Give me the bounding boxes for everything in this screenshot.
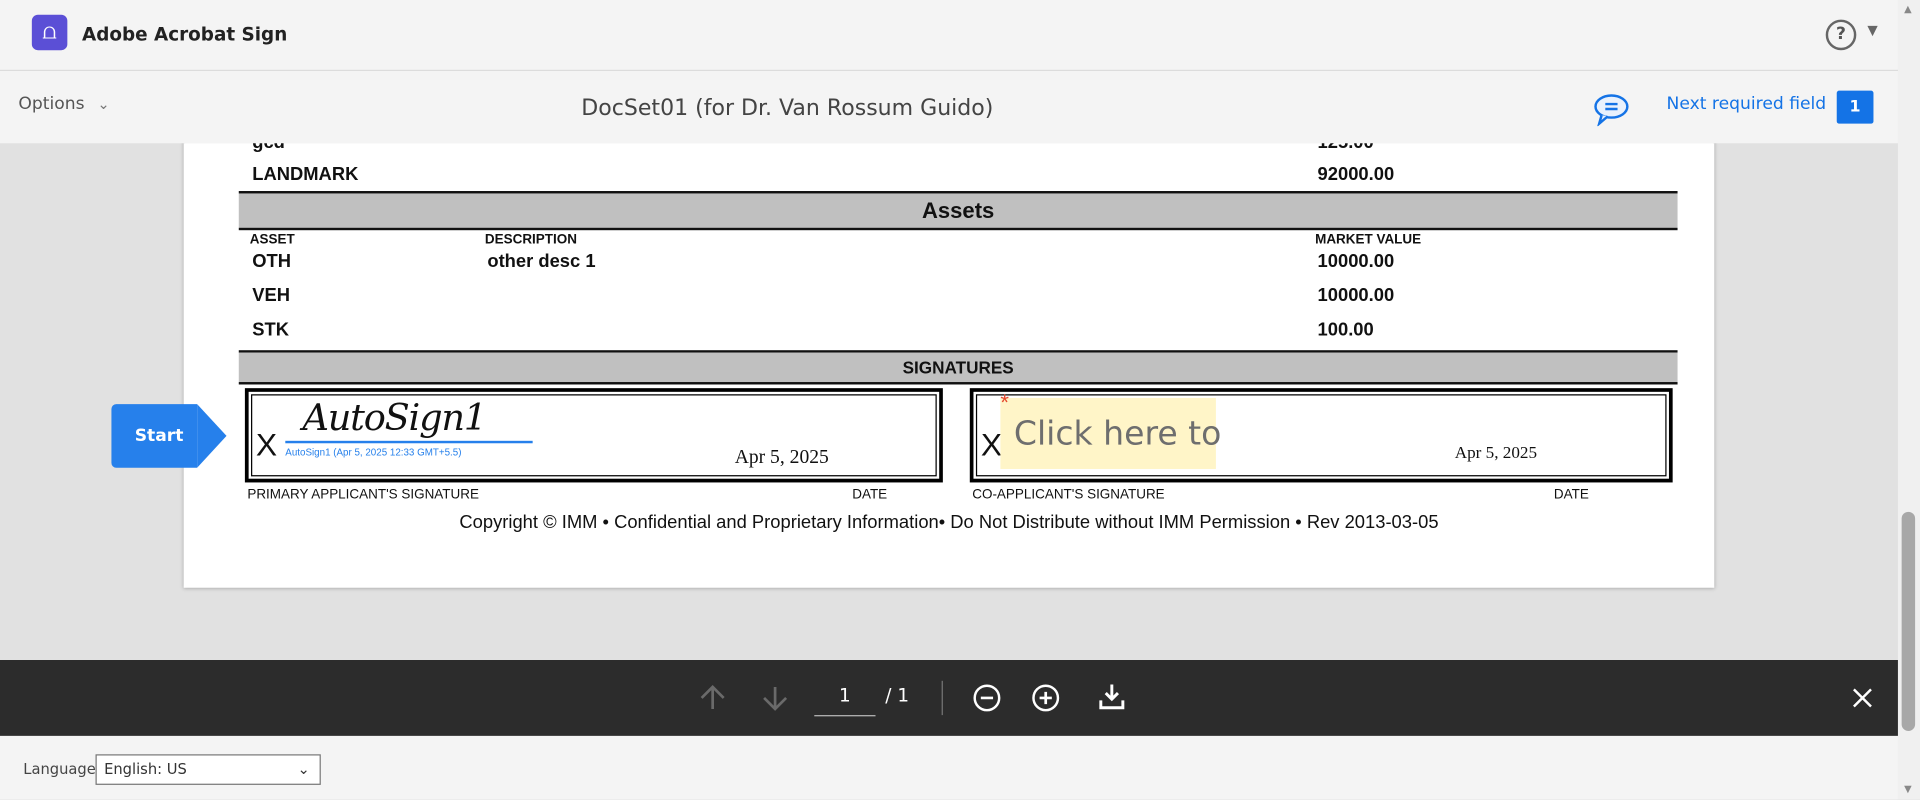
row-name: LANDMARK (252, 164, 359, 185)
footer: Language English: US ⌄ (0, 735, 1898, 800)
co-signature-box: X * Click here to Apr 5, 2025 (969, 388, 1673, 483)
required-asterisk: * (1000, 390, 1009, 416)
signatures-heading: SIGNATURES (238, 352, 1678, 383)
zoom-in-icon[interactable] (1031, 683, 1060, 712)
help-icon[interactable]: ? (1825, 19, 1857, 51)
page-navigation-bar: 1 / 1 (0, 660, 1898, 736)
asset-code: OTH (252, 251, 292, 272)
next-page-arrow-down-icon[interactable] (760, 683, 789, 712)
row-value: 92000.00 (1317, 164, 1395, 185)
row-value: 125.00 (1318, 143, 1374, 153)
assets-heading: Assets (238, 193, 1678, 228)
signature-placeholder: Click here to (1013, 415, 1222, 454)
zoom-out-icon[interactable] (972, 683, 1001, 712)
signature-date: Apr 5, 2025 (1454, 444, 1538, 463)
page-total: / 1 (885, 684, 910, 707)
required-field-count-badge[interactable]: 1 (1836, 90, 1874, 124)
asset-value: 100.00 (1317, 319, 1374, 341)
document-toolbar: Options ⌄ DocSet01 (for Dr. Van Rossum G… (0, 71, 1898, 144)
asset-code: STK (252, 319, 289, 341)
download-icon[interactable] (1097, 682, 1126, 711)
page-number-input[interactable]: 1 (814, 684, 876, 717)
start-button-arrow[interactable] (197, 404, 227, 468)
document-title: DocSet01 (for Dr. Van Rossum Guido) (581, 95, 994, 122)
primary-signature-box: X AutoSign1 AutoSign1 (Apr 5, 2025 12:33… (244, 388, 943, 483)
close-icon[interactable] (1850, 686, 1874, 710)
signature-x-mark: X (255, 426, 278, 463)
signature-stamp: AutoSign1 (Apr 5, 2025 12:33 GMT+5.5) (285, 446, 462, 458)
divider (238, 350, 1678, 353)
options-label: Options (18, 94, 85, 114)
co-signature-label: CO-APPLICANT'S SIGNATURE (972, 487, 1165, 503)
chevron-down-icon: ⌄ (97, 95, 110, 113)
signature-x-mark: X (980, 426, 1003, 463)
document-page: gcd 125.00 LANDMARK 92000.00 Assets ASSE… (183, 143, 1715, 588)
comment-icon[interactable] (1592, 92, 1631, 127)
asset-description: other desc 1 (487, 251, 596, 272)
primary-signature-label: PRIMARY APPLICANT'S SIGNATURE (247, 487, 479, 503)
acrobat-logo-icon: ⩍ (31, 14, 68, 51)
divider (238, 191, 1678, 194)
previous-page-arrow-up-icon[interactable] (698, 683, 727, 712)
language-value: English: US (104, 760, 187, 778)
scrollbar-thumb[interactable] (1901, 511, 1916, 732)
next-required-field-link[interactable]: Next required field (1666, 94, 1827, 114)
scroll-down-icon[interactable]: ▼ (1904, 783, 1912, 795)
column-header: MARKET VALUE (1315, 232, 1422, 248)
column-header: DESCRIPTION (484, 232, 577, 248)
signature-image: AutoSign1 (302, 396, 487, 440)
asset-value: 10000.00 (1317, 285, 1395, 307)
column-header: ASSET (249, 232, 295, 248)
co-signature-field[interactable]: * Click here to (1000, 391, 1221, 469)
asset-code: VEH (252, 285, 291, 307)
signature-underline (285, 440, 533, 444)
scroll-up-icon[interactable]: ▲ (1904, 3, 1912, 15)
start-button[interactable]: Start (111, 404, 198, 468)
language-label: Language (23, 760, 96, 778)
chevron-down-icon: ⌄ (297, 760, 310, 778)
help-menu-chevron-icon[interactable]: ▼ (1867, 22, 1878, 38)
document-viewport[interactable]: gcd 125.00 LANDMARK 92000.00 Assets ASSE… (0, 143, 1898, 660)
copyright-text: Copyright © IMM • Confidential and Propr… (459, 511, 1439, 533)
options-menu[interactable]: Options ⌄ (18, 94, 109, 114)
divider (941, 680, 943, 716)
signature-date: Apr 5, 2025 (734, 446, 829, 468)
row-name: gcd (252, 143, 285, 153)
language-select[interactable]: English: US ⌄ (95, 754, 321, 785)
divider (238, 227, 1678, 231)
divider (238, 382, 1678, 385)
date-label: DATE (1553, 487, 1589, 503)
asset-value: 10000.00 (1317, 251, 1395, 272)
app-name: Adobe Acrobat Sign (82, 23, 288, 46)
date-label: DATE (852, 487, 888, 503)
app-header: ⩍ Adobe Acrobat Sign ? ▼ (0, 0, 1898, 72)
